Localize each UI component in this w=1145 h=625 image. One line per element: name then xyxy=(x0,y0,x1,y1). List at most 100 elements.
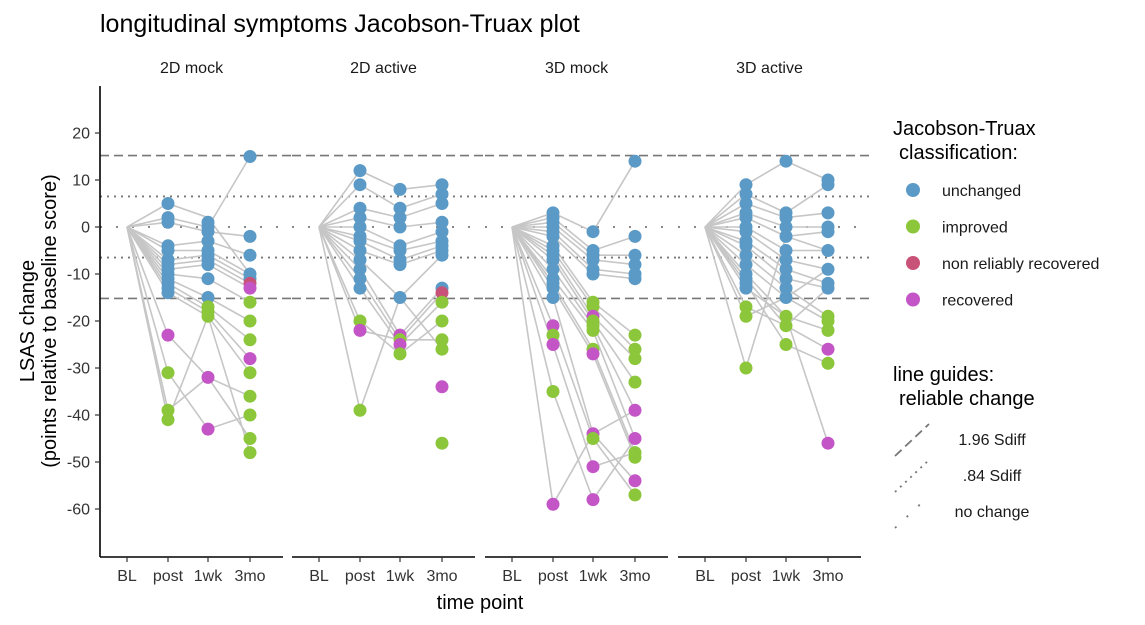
y-tick-label: -60 xyxy=(67,502,90,519)
y-axis-title: LSAS change (points relative to baseline… xyxy=(17,174,61,467)
data-point xyxy=(586,493,600,507)
data-point xyxy=(739,300,753,314)
data-point xyxy=(628,258,642,272)
data-point xyxy=(161,328,175,342)
participant-line xyxy=(511,226,636,482)
legend-swatch-recovered xyxy=(906,292,920,307)
participant-line xyxy=(126,226,251,322)
participant-line xyxy=(704,226,829,371)
data-point xyxy=(628,352,642,366)
panel-2d-mock: 2D mock BL post 1wk 3mo xyxy=(100,60,292,585)
data-point xyxy=(201,258,215,272)
data-point xyxy=(586,225,600,239)
participant-line xyxy=(318,216,443,228)
participant-line xyxy=(704,184,829,228)
y-axis-title-line1: LSAS change xyxy=(17,260,39,382)
data-point xyxy=(628,154,642,168)
data-point xyxy=(628,450,642,464)
data-point xyxy=(243,248,257,262)
data-point xyxy=(739,187,753,201)
x-tick-label: 1wk xyxy=(579,568,608,585)
legend: Jacobson-Truax classification: unchanged… xyxy=(893,118,1099,529)
data-point xyxy=(586,323,600,337)
participant-line xyxy=(511,226,636,336)
data-point xyxy=(779,154,793,168)
participant-line xyxy=(318,226,443,266)
participant-line xyxy=(704,226,829,365)
data-point xyxy=(353,164,367,178)
y-tick-label: -20 xyxy=(67,314,90,331)
y-tick-label: -10 xyxy=(67,267,90,284)
data-point xyxy=(821,436,835,450)
legend-label: recovered xyxy=(942,293,1013,310)
participant-line xyxy=(704,226,829,332)
participant-line xyxy=(704,212,828,228)
x-tick-label: 1wk xyxy=(772,568,801,585)
data-point xyxy=(435,342,449,356)
data-point xyxy=(628,474,642,488)
data-point xyxy=(546,262,560,276)
data-point xyxy=(353,211,367,225)
data-point xyxy=(243,333,257,347)
participant-line xyxy=(511,226,636,453)
data-point xyxy=(243,281,257,295)
participant-line xyxy=(511,226,636,496)
x-tick-label: BL xyxy=(502,568,522,585)
data-point xyxy=(628,375,642,389)
legend-guide-label: .84 Sdiff xyxy=(963,468,1022,485)
panel-2d-active: 2D active BL post 1wk 3mo xyxy=(292,60,484,585)
y-tick-label: -50 xyxy=(67,455,90,472)
data-point xyxy=(779,309,793,323)
data-point xyxy=(821,225,835,239)
data-point xyxy=(586,300,600,314)
data-point xyxy=(353,234,367,248)
y-tick-label: 0 xyxy=(81,220,90,237)
participant-line xyxy=(704,202,829,228)
participant-line xyxy=(705,226,828,252)
data-point xyxy=(821,323,835,337)
participant-line xyxy=(318,226,443,342)
participant-line xyxy=(318,226,443,299)
participant-line xyxy=(126,226,251,275)
participant-line xyxy=(511,226,636,360)
legend-label: unchanged xyxy=(942,183,1021,200)
data-point xyxy=(353,201,367,215)
legend-guide-sparse-dotted xyxy=(894,495,930,529)
data-point xyxy=(243,352,257,366)
data-point xyxy=(435,295,449,309)
participant-line xyxy=(126,226,251,374)
data-point xyxy=(393,347,407,361)
data-point xyxy=(586,253,600,267)
participant-line xyxy=(318,169,443,228)
data-point xyxy=(628,328,642,342)
data-point xyxy=(435,436,449,450)
data-point xyxy=(739,211,753,225)
x-tick-label: 1wk xyxy=(194,568,223,585)
participant-line xyxy=(126,221,251,238)
facet-panels: 2D mock BL post 1wk 3mo 2D active BL post 1wk 3mo… xyxy=(67,60,870,585)
data-point xyxy=(779,262,793,276)
data-point xyxy=(779,272,793,286)
participant-line xyxy=(511,226,636,439)
data-point xyxy=(353,178,367,192)
data-point xyxy=(353,314,367,328)
participant-line xyxy=(511,226,636,468)
data-point xyxy=(201,370,215,384)
data-point xyxy=(628,272,642,286)
data-point xyxy=(739,225,753,239)
data-point xyxy=(393,220,407,234)
participant-line xyxy=(126,226,251,289)
data-point xyxy=(161,413,175,427)
legend-swatch-non-reliably-recovered xyxy=(906,256,920,270)
data-point xyxy=(586,267,600,281)
x-tick-label: 3mo xyxy=(812,568,843,585)
data-point xyxy=(161,366,175,380)
data-point xyxy=(201,234,215,248)
participant-line xyxy=(318,226,443,414)
data-point xyxy=(243,408,257,422)
panel-strip-label: 2D mock xyxy=(160,60,224,77)
legend-guide-dashed xyxy=(894,423,930,457)
y-tick-label: 10 xyxy=(72,173,90,190)
data-point xyxy=(435,380,449,394)
data-point xyxy=(821,244,835,257)
